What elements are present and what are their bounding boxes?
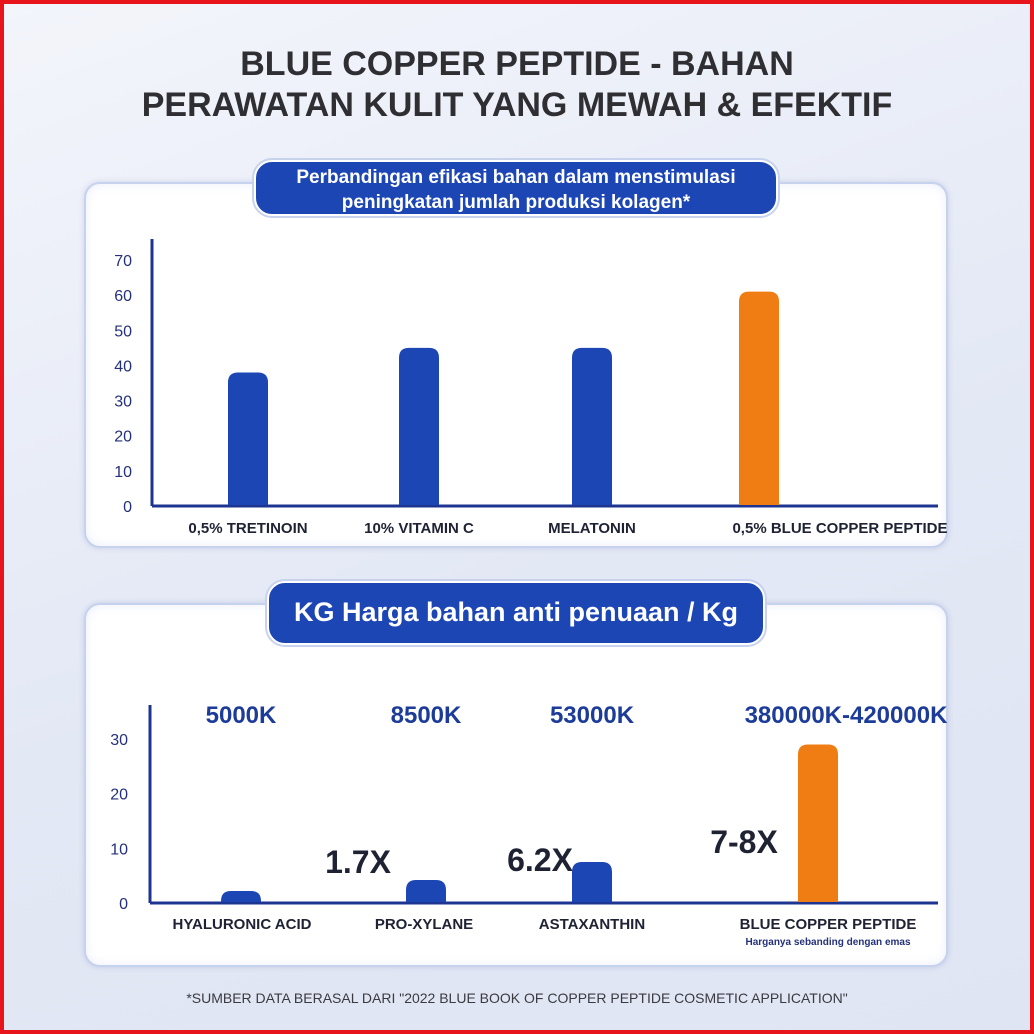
- collagen-y-tick-label-0: 0: [123, 499, 132, 516]
- collagen-category-label-0: 0,5% TRETINOIN: [188, 520, 307, 537]
- price-multiplier-0: 1.7X: [325, 844, 391, 880]
- price-y-tick-label-2: 20: [110, 787, 128, 804]
- price-bar-3: [798, 744, 838, 902]
- price-chart-title-badge: KG Harga bahan anti penuaan / Kg: [267, 581, 765, 645]
- collagen-y-tick-label-2: 20: [114, 429, 132, 446]
- price-label-3: 380000K-420000K: [745, 702, 948, 729]
- collagen-bar-3: [739, 291, 779, 505]
- price-label-1: 8500K: [391, 702, 462, 729]
- collagen-y-tick-label-5: 50: [114, 323, 132, 340]
- price-category-label-2: ASTAXANTHIN: [539, 916, 645, 933]
- price-bar-1: [406, 880, 446, 902]
- collagen-chart-title-line-1: Perbandingan efikasi bahan dalam menstim…: [296, 167, 736, 188]
- price-multiplier-1: 6.2X: [507, 842, 573, 878]
- collagen-category-label-2: MELATONIN: [548, 520, 636, 537]
- price-category-label-1: PRO-XYLANE: [375, 916, 473, 933]
- collagen-y-tick-label-3: 30: [114, 394, 132, 411]
- collagen-chart-title-badge: Perbandingan efikasi bahan dalam menstim…: [254, 160, 778, 216]
- collagen-y-tick-label-6: 60: [114, 288, 132, 305]
- price-y-tick-label-0: 0: [119, 896, 128, 913]
- collagen-efficacy-chart: 0 10 20 30 40 50 60 70 0,5% TRETINOIN 10% VITAMIN…: [114, 239, 948, 537]
- collagen-chart-title-line-2: peningkatan jumlah produksi kolagen*: [341, 192, 691, 213]
- price-category-label-0: HYALURONIC ACID: [173, 916, 312, 933]
- collagen-chart-panel: Perbandingan efikasi bahan dalam menstim…: [84, 160, 948, 548]
- price-category-note-3: Harganya sebanding dengan emas: [745, 937, 910, 948]
- collagen-category-label-3: 0,5% BLUE COPPER PEPTIDE: [732, 520, 947, 537]
- price-multiplier-2: 7-8X: [710, 824, 778, 860]
- page-title-line-2: PERAWATAN KULIT YANG MEWAH & EFEKTIF: [141, 86, 893, 124]
- collagen-y-tick-label-4: 40: [114, 358, 132, 375]
- page-title: BLUE COPPER PEPTIDE - BAHAN PERAWATAN KU…: [0, 44, 1034, 126]
- price-category-label-3: BLUE COPPER PEPTIDE: [740, 916, 917, 933]
- price-label-2: 53000K: [550, 702, 635, 729]
- collagen-category-label-1: 10% VITAMIN C: [364, 520, 474, 537]
- source-footnote: *SUMBER DATA BERASAL DARI "2022 BLUE BOO…: [186, 990, 848, 1006]
- price-label-0: 5000K: [206, 702, 277, 729]
- collagen-bar-2: [572, 347, 612, 505]
- collagen-y-tick-label-1: 10: [114, 464, 132, 481]
- price-y-tick-label-3: 30: [110, 732, 128, 749]
- collagen-bar-0: [228, 372, 268, 505]
- ingredient-price-chart: 0 10 20 30 5000K HYALURONIC ACID 8500K PRO-XYLA…: [110, 702, 948, 948]
- price-y-tick-label-1: 10: [110, 841, 128, 858]
- price-bar-0: [221, 890, 261, 902]
- price-chart-panel: KG Harga bahan anti penuaan / Kg 0 10 20 30…: [84, 581, 948, 967]
- collagen-bar-1: [399, 347, 439, 505]
- collagen-y-tick-label-7: 70: [114, 253, 132, 270]
- page-title-line-1: BLUE COPPER PEPTIDE - BAHAN: [240, 45, 794, 83]
- price-bar-2: [572, 862, 612, 902]
